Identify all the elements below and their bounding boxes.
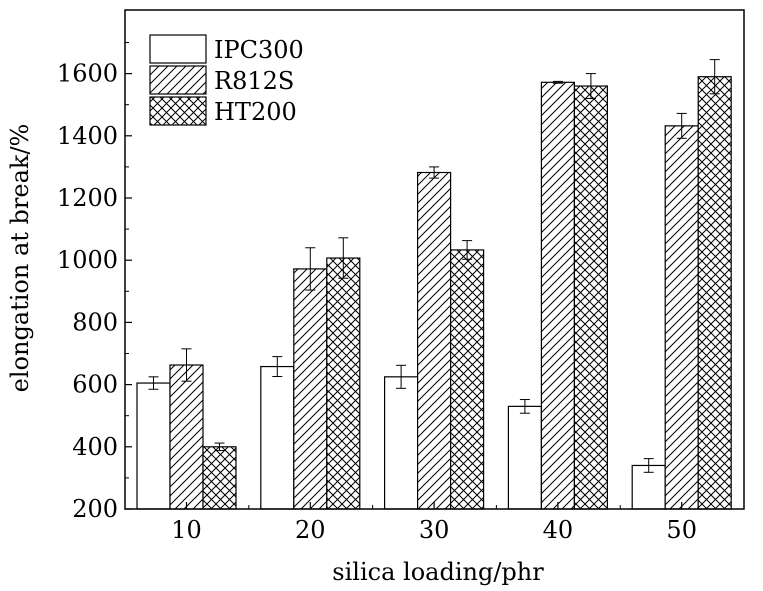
y-tick-label: 200	[72, 495, 118, 523]
error-bar-IPC300-40	[519, 399, 530, 414]
x-tick-label: 40	[543, 516, 574, 544]
error-bars-layer	[148, 59, 720, 473]
legend-label: R812S	[214, 67, 294, 95]
x-axis-ticks: 10 20 30 40 50	[171, 502, 697, 544]
error-bar-R812S-50	[676, 112, 687, 139]
legend-label: IPC300	[214, 36, 304, 64]
bar-HT200-30	[450, 249, 485, 510]
y-tick-label: 1200	[57, 184, 118, 212]
error-bar-R812S-40	[552, 80, 563, 84]
bar-IPC300-30	[384, 376, 419, 510]
error-bar-IPC300-10	[148, 376, 159, 390]
y-tick-label: 1400	[57, 122, 118, 150]
y-tick-label: 1000	[57, 246, 118, 274]
error-bar-IPC300-20	[272, 356, 283, 378]
legend-swatch	[149, 34, 207, 64]
bar-R812S-10	[169, 364, 204, 510]
y-axis-title: elongation at break/%	[6, 124, 34, 393]
error-bar-HT200-30	[462, 240, 473, 260]
bar-IPC300-20	[260, 365, 295, 510]
error-bar-HT200-20	[338, 237, 349, 279]
bar-HT200-50	[697, 76, 732, 510]
bar-IPC300-10	[136, 382, 171, 510]
error-bar-HT200-50	[709, 59, 720, 95]
legend-swatch	[149, 65, 207, 95]
x-axis-title: silica loading/phr	[332, 558, 544, 586]
x-tick-label: 10	[171, 516, 202, 544]
error-bar-R812S-10	[181, 348, 192, 382]
bar-R812S-20	[293, 268, 328, 510]
error-bar-IPC300-50	[643, 458, 654, 473]
y-tick-label: 600	[72, 371, 118, 399]
legend-item-R812S: R812S	[149, 65, 294, 95]
bar-R812S-50	[664, 125, 699, 510]
bars-layer	[136, 76, 732, 510]
y-tick-label: 400	[72, 433, 118, 461]
error-bar-HT200-10	[214, 442, 225, 452]
bar-HT200-10	[202, 446, 237, 510]
legend-item-IPC300: IPC300	[149, 34, 304, 64]
error-bar-R812S-30	[429, 166, 440, 179]
bar-R812S-40	[540, 81, 576, 510]
x-tick-label: 30	[419, 516, 450, 544]
error-bar-HT200-40	[585, 73, 596, 99]
bar-IPC300-40	[507, 405, 542, 510]
y-tick-label: 1600	[57, 60, 118, 88]
legend-item-HT200: HT200	[149, 96, 297, 126]
bar-HT200-40	[573, 85, 609, 510]
x-tick-label: 50	[666, 516, 697, 544]
bar-R812S-30	[417, 171, 452, 510]
legend-label: HT200	[214, 98, 297, 126]
error-bar-R812S-20	[305, 247, 316, 291]
legend: IPC300 R812S HT200	[149, 34, 304, 126]
x-tick-label: 20	[295, 516, 326, 544]
legend-swatch	[149, 96, 207, 126]
error-bar-IPC300-30	[396, 364, 407, 389]
y-tick-label: 800	[72, 308, 118, 336]
y-axis-ticks: 200 400 600 800 1000 1200 1400 1600	[57, 42, 132, 523]
bar-HT200-20	[326, 257, 361, 510]
